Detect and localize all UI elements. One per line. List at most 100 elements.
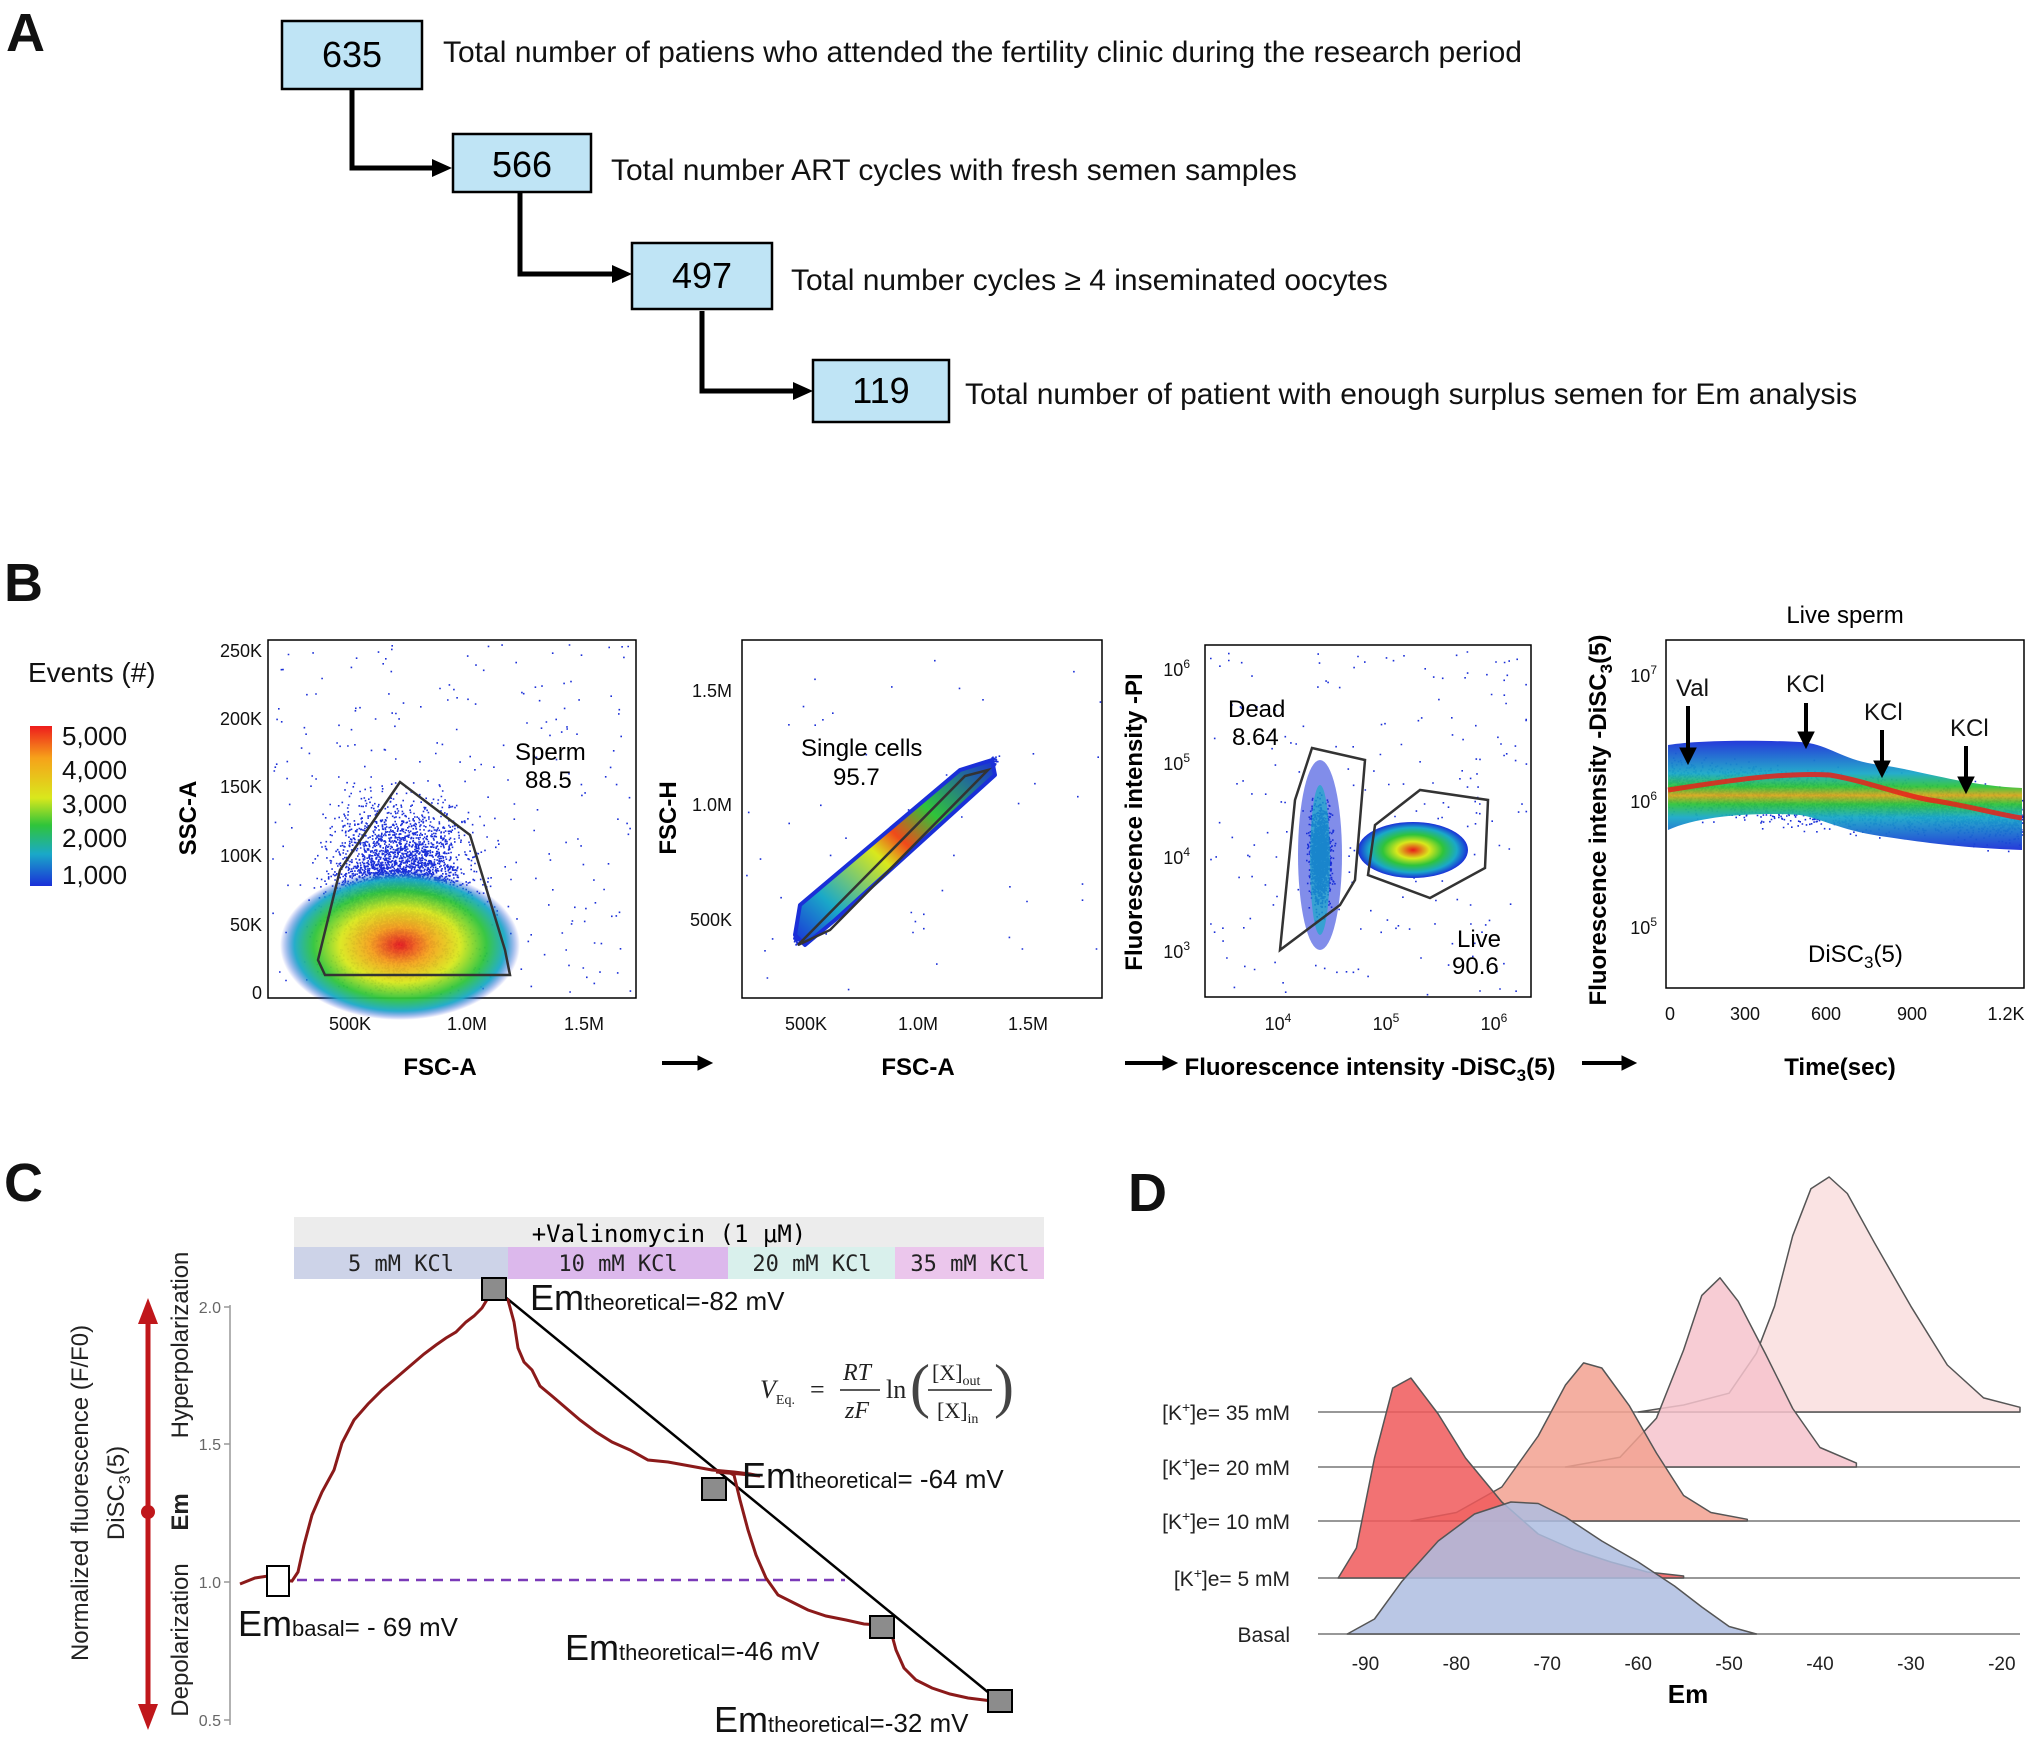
svg-text:RT: RT xyxy=(842,1360,873,1386)
p4-ylabel: Fluorescence intensity -DiSC3(5) xyxy=(1585,635,1616,1006)
flow-count-2: 566 xyxy=(492,144,552,185)
segment-5mm-label: 5 mM KCl xyxy=(348,1252,454,1277)
sperm-gate-value: 88.5 xyxy=(525,767,572,794)
dead-label: Dead xyxy=(1228,696,1285,723)
nernst-formula: VEq. = RT zF ln ( [X]out [X]in ) xyxy=(760,1353,1014,1427)
em-64-annotation: Emtheoretical= -64 mV xyxy=(742,1455,1004,1496)
panel-letter-c: C xyxy=(4,1153,43,1213)
p2-xtick: 1.5M xyxy=(1008,1014,1048,1034)
sperm-gate xyxy=(316,780,512,977)
svg-text:103: 103 xyxy=(1163,939,1190,962)
colorbar-tick-4000: 4,000 xyxy=(62,755,127,785)
em-basal-annotation: Embasal= - 69 mV xyxy=(238,1603,459,1644)
p4-xtick: 900 xyxy=(1897,1004,1927,1024)
flow-text-1: Total number of patiens who attended the… xyxy=(443,36,1522,69)
p4-yticks: 107 106 105 xyxy=(1630,663,1657,938)
c-ylabel-1: Normalized fluorescence (F/F0) xyxy=(67,1325,94,1661)
marker-82mv xyxy=(481,1277,507,1301)
colorbar-tick-3000: 3,000 xyxy=(62,789,127,819)
ridge-xtick: -50 xyxy=(1715,1654,1742,1675)
p4-xtick: 600 xyxy=(1811,1004,1841,1024)
p3-xticks: 104 105 106 xyxy=(1265,1011,1508,1034)
dead-value: 8.64 xyxy=(1232,724,1279,751)
flowchart: 635 566 497 119 Total number of patiens … xyxy=(280,19,1857,424)
p1-ytick: 50K xyxy=(230,915,262,935)
arrow-label-val: Val xyxy=(1676,675,1709,702)
ridge-xlabel: Em xyxy=(1668,1679,1708,1709)
p4-xlabel: Time(sec) xyxy=(1784,1054,1896,1081)
sperm-gate-label: Sperm xyxy=(515,739,586,766)
p1-xtick: 1.5M xyxy=(564,1014,604,1034)
p2-ytick: 1.0M xyxy=(692,795,732,815)
marker-46mv xyxy=(869,1615,895,1639)
flow-box-4 xyxy=(811,358,951,424)
segment-35mm xyxy=(895,1247,1044,1279)
p3-xlabel: Fluorescence intensity -DiSC3(5) xyxy=(1185,1054,1556,1085)
ridge-xtick: -40 xyxy=(1806,1654,1833,1675)
flow-count-3: 497 xyxy=(672,255,732,296)
svg-text:[X]out: [X]out xyxy=(932,1360,981,1389)
em-46-annotation: Emtheoretical=-46 mV xyxy=(565,1627,820,1668)
p4-title: Live sperm xyxy=(1786,602,1903,629)
segment-5mm xyxy=(294,1247,508,1279)
p1-ytick: 150K xyxy=(220,777,262,797)
p2-ylabel: FSC-H xyxy=(655,781,682,854)
ridge-label: [K+]e= 35 mM xyxy=(1162,1399,1290,1425)
arrow-label-kcl-2: KCl xyxy=(1864,699,1903,726)
svg-text:[X]in: [X]in xyxy=(937,1398,978,1427)
p1-xtick: 500K xyxy=(329,1014,371,1034)
hyperpolarization-label: Hyperpolarization xyxy=(167,1252,194,1439)
basal-marker xyxy=(266,1565,290,1597)
c-ylabel-2: DiSC3(5) xyxy=(103,1446,134,1540)
marker-32mv xyxy=(987,1689,1013,1713)
colorbar-tick-5000: 5,000 xyxy=(62,721,127,751)
em-direction-arrow xyxy=(138,1298,158,1730)
flow-count-1: 635 xyxy=(322,34,382,75)
p2-xtick: 1.0M xyxy=(898,1014,938,1034)
colorbar xyxy=(30,726,52,886)
p4-inner-label: DiSC3(5) xyxy=(1808,941,1903,972)
ridge-label: Basal xyxy=(1237,1624,1290,1647)
live-label: Live xyxy=(1457,926,1501,953)
depolarization-label: Depolarization xyxy=(167,1563,194,1716)
p2-xtick: 500K xyxy=(785,1014,827,1034)
fluorescence-trace xyxy=(239,1287,1001,1704)
flow-cytometry-panels: Events (#) 5,000 4,000 3,000 2,000 1,000… xyxy=(28,602,2025,1085)
p4-xtick: 300 xyxy=(1730,1004,1760,1024)
p4-xtick: 0 xyxy=(1665,1004,1675,1024)
svg-text:107: 107 xyxy=(1630,663,1657,686)
plot-disc3-pi: 106 105 104 103 104 105 106 Fluorescence… xyxy=(1121,644,1556,1085)
ridge-xtick: -70 xyxy=(1534,1654,1561,1675)
colorbar-title: Events (#) xyxy=(28,657,156,688)
plot-fsc-a-fsc-h: 1.5M 1.0M 500K 500K 1.0M 1.5M FSC-A FSC-… xyxy=(655,639,1103,1081)
svg-text:105: 105 xyxy=(1373,1011,1400,1034)
ridge-area xyxy=(1346,1501,1758,1635)
ridge-area xyxy=(1410,1362,1749,1522)
svg-text:): ) xyxy=(994,1353,1014,1419)
ridge-xtick: -60 xyxy=(1624,1654,1651,1675)
valinomycin-bar xyxy=(294,1217,1044,1247)
p1-ytick: 0 xyxy=(252,983,262,1003)
svg-text:106: 106 xyxy=(1163,657,1190,680)
ridge-xtick: -90 xyxy=(1352,1654,1379,1675)
svg-text:(: ( xyxy=(910,1353,930,1419)
plot-time-disc3: 107 106 105 0 300 600 900 1.2K Live sper… xyxy=(1585,602,2025,1081)
flow-box-2 xyxy=(451,132,593,194)
c-ytick: 1.5 xyxy=(199,1437,221,1454)
arrow-label-kcl-1: KCl xyxy=(1786,671,1825,698)
ridge-label: [K+]e= 20 mM xyxy=(1162,1454,1290,1480)
c-ytick: 1.0 xyxy=(199,1575,221,1592)
ridge-label: [K+]e= 5 mM xyxy=(1174,1565,1290,1591)
segment-10mm xyxy=(508,1247,728,1279)
p2-xlabel: FSC-A xyxy=(881,1054,954,1081)
ridge-xtick: -80 xyxy=(1443,1654,1470,1675)
c-ytick: 2.0 xyxy=(199,1300,221,1317)
p1-ylabel: SSC-A xyxy=(175,781,202,856)
em-82-annotation: Emtheoretical=-82 mV xyxy=(530,1277,785,1318)
svg-text:106: 106 xyxy=(1630,789,1657,812)
p2-ytick: 1.5M xyxy=(692,681,732,701)
flow-box-1 xyxy=(280,19,424,91)
svg-text:ln: ln xyxy=(886,1375,906,1404)
ridge-area xyxy=(1337,1377,1685,1579)
dead-gate xyxy=(1278,746,1367,953)
